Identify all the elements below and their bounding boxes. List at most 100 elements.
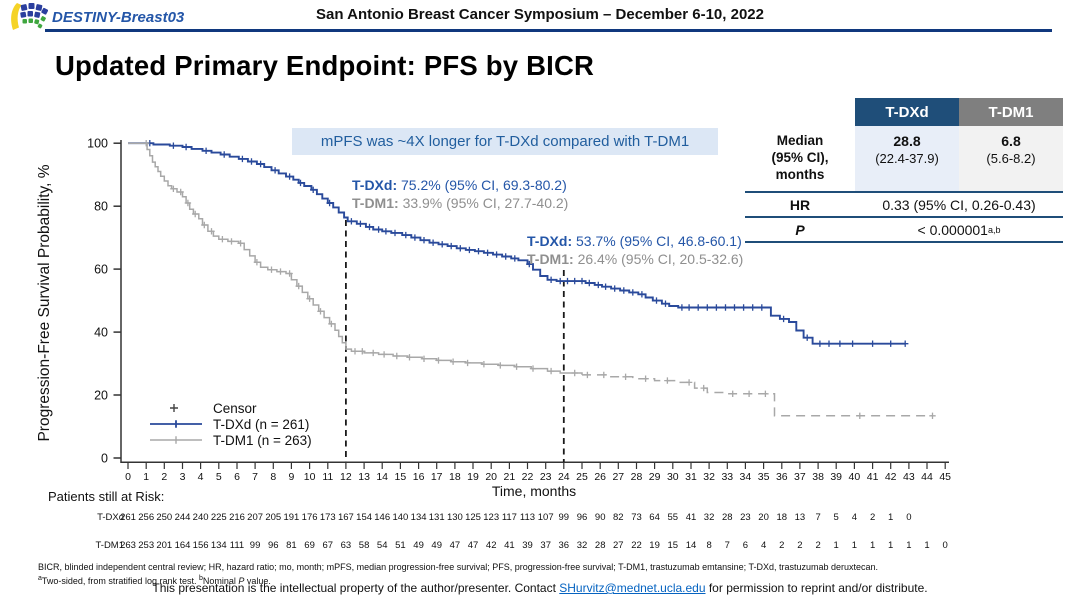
svg-text:107: 107 xyxy=(538,512,554,523)
svg-text:176: 176 xyxy=(302,512,318,523)
svg-text:19: 19 xyxy=(649,540,660,551)
svg-text:1: 1 xyxy=(888,512,893,523)
svg-text:32: 32 xyxy=(577,540,588,551)
median-tdm1-ci: (5.6-8.2) xyxy=(986,150,1036,166)
svg-text:6: 6 xyxy=(234,471,240,483)
svg-text:6: 6 xyxy=(743,540,748,551)
svg-text:90: 90 xyxy=(595,512,606,523)
svg-text:99: 99 xyxy=(250,540,261,551)
annotation-24-tdxd: T-DXd: 53.7% (95% CI, 46.8-60.1) xyxy=(527,233,742,249)
svg-text:23: 23 xyxy=(740,512,751,523)
svg-text:216: 216 xyxy=(229,512,245,523)
median-tdxd-cell: 28.8 (22.4-37.9) xyxy=(855,126,959,191)
svg-text:164: 164 xyxy=(175,540,191,551)
svg-text:12: 12 xyxy=(340,471,352,483)
svg-text:28: 28 xyxy=(631,471,643,483)
tdxd-line-icon xyxy=(150,420,202,428)
results-table-header-tdm1: T-DM1 xyxy=(959,98,1063,126)
svg-text:253: 253 xyxy=(138,540,154,551)
svg-text:2: 2 xyxy=(779,540,784,551)
svg-text:17: 17 xyxy=(431,471,443,483)
svg-text:201: 201 xyxy=(156,540,172,551)
svg-text:11: 11 xyxy=(322,471,333,483)
svg-text:60: 60 xyxy=(94,263,108,277)
trial-name: DESTINY-Breast03 xyxy=(52,9,185,26)
svg-text:58: 58 xyxy=(359,540,370,551)
svg-text:13: 13 xyxy=(795,512,806,523)
svg-text:2: 2 xyxy=(161,471,167,483)
p-value: < 0.000001 xyxy=(917,221,988,238)
svg-text:45: 45 xyxy=(939,471,951,483)
logo-blue-tiles xyxy=(20,3,48,18)
svg-text:43: 43 xyxy=(903,471,915,483)
svg-text:0: 0 xyxy=(943,540,948,551)
svg-text:32: 32 xyxy=(704,512,715,523)
svg-text:26: 26 xyxy=(594,471,606,483)
patients-at-risk-title: Patients still at Risk: xyxy=(48,489,165,504)
svg-text:244: 244 xyxy=(175,512,191,523)
p-value-superscript: a,b xyxy=(987,224,1001,235)
results-table-corner xyxy=(745,98,855,126)
results-table: T-DXd T-DM1 Median (95% CI), months 28.8… xyxy=(745,98,1063,243)
svg-text:5: 5 xyxy=(834,512,839,523)
svg-text:32: 32 xyxy=(703,471,715,483)
svg-text:27: 27 xyxy=(613,540,624,551)
page-title: Updated Primary Endpoint: PFS by BICR xyxy=(55,50,595,81)
svg-text:14: 14 xyxy=(686,540,697,551)
svg-text:47: 47 xyxy=(450,540,461,551)
svg-text:134: 134 xyxy=(211,540,227,551)
svg-text:156: 156 xyxy=(193,540,209,551)
svg-text:10: 10 xyxy=(304,471,316,483)
svg-text:28: 28 xyxy=(595,540,606,551)
svg-text:49: 49 xyxy=(431,540,442,551)
svg-text:100: 100 xyxy=(87,137,108,151)
svg-text:82: 82 xyxy=(613,512,624,523)
svg-text:99: 99 xyxy=(559,512,570,523)
svg-text:4: 4 xyxy=(761,540,766,551)
header-divider xyxy=(45,29,1052,32)
svg-text:T-DM1: T-DM1 xyxy=(96,540,125,551)
hr-label: HR xyxy=(789,196,811,213)
svg-text:256: 256 xyxy=(138,512,154,523)
svg-text:80: 80 xyxy=(94,200,108,214)
disclaimer: This presentation is the intellectual pr… xyxy=(152,581,928,595)
svg-text:15: 15 xyxy=(668,540,679,551)
median-row-label: Median (95% CI), months xyxy=(771,133,829,182)
svg-text:40: 40 xyxy=(849,471,861,483)
svg-text:131: 131 xyxy=(429,512,445,523)
svg-text:22: 22 xyxy=(522,471,534,483)
svg-text:41: 41 xyxy=(867,471,879,483)
svg-text:81: 81 xyxy=(286,540,297,551)
legend-tdm1-row: T-DM1 (n = 263) xyxy=(148,432,312,448)
svg-text:146: 146 xyxy=(374,512,390,523)
tdm1-line-icon xyxy=(150,436,202,444)
svg-text:205: 205 xyxy=(265,512,281,523)
svg-text:4: 4 xyxy=(852,512,857,523)
svg-text:154: 154 xyxy=(356,512,372,523)
km-curve-tdm1-tail xyxy=(582,374,933,417)
svg-text:125: 125 xyxy=(465,512,481,523)
svg-text:18: 18 xyxy=(777,512,788,523)
statistics-footnote: aTwo-sided, from stratified log rank tes… xyxy=(38,575,271,586)
svg-text:113: 113 xyxy=(520,512,535,523)
contact-email-link[interactable]: SHurvitz@mednet.ucla.edu xyxy=(559,581,706,595)
svg-text:8: 8 xyxy=(706,540,711,551)
svg-text:96: 96 xyxy=(268,540,279,551)
chart-legend: Censor T-DXd (n = 261) T-DM1 (n = 263) xyxy=(148,400,312,448)
svg-text:47: 47 xyxy=(468,540,479,551)
svg-text:51: 51 xyxy=(395,540,406,551)
logo-green-tiles xyxy=(22,16,46,29)
annotation-12-tdm1: T-DM1: 33.9% (95% CI, 27.7-40.2) xyxy=(352,194,569,211)
svg-text:T-DXd: T-DXd xyxy=(97,512,124,523)
svg-text:134: 134 xyxy=(411,512,427,523)
legend-tdxd-label: T-DXd (n = 261) xyxy=(213,416,310,432)
svg-text:0: 0 xyxy=(125,471,131,483)
svg-text:7: 7 xyxy=(252,471,258,483)
svg-text:1: 1 xyxy=(906,540,911,551)
svg-text:14: 14 xyxy=(376,471,388,483)
svg-text:8: 8 xyxy=(270,471,276,483)
table-rule xyxy=(745,216,1063,218)
svg-text:55: 55 xyxy=(668,512,679,523)
